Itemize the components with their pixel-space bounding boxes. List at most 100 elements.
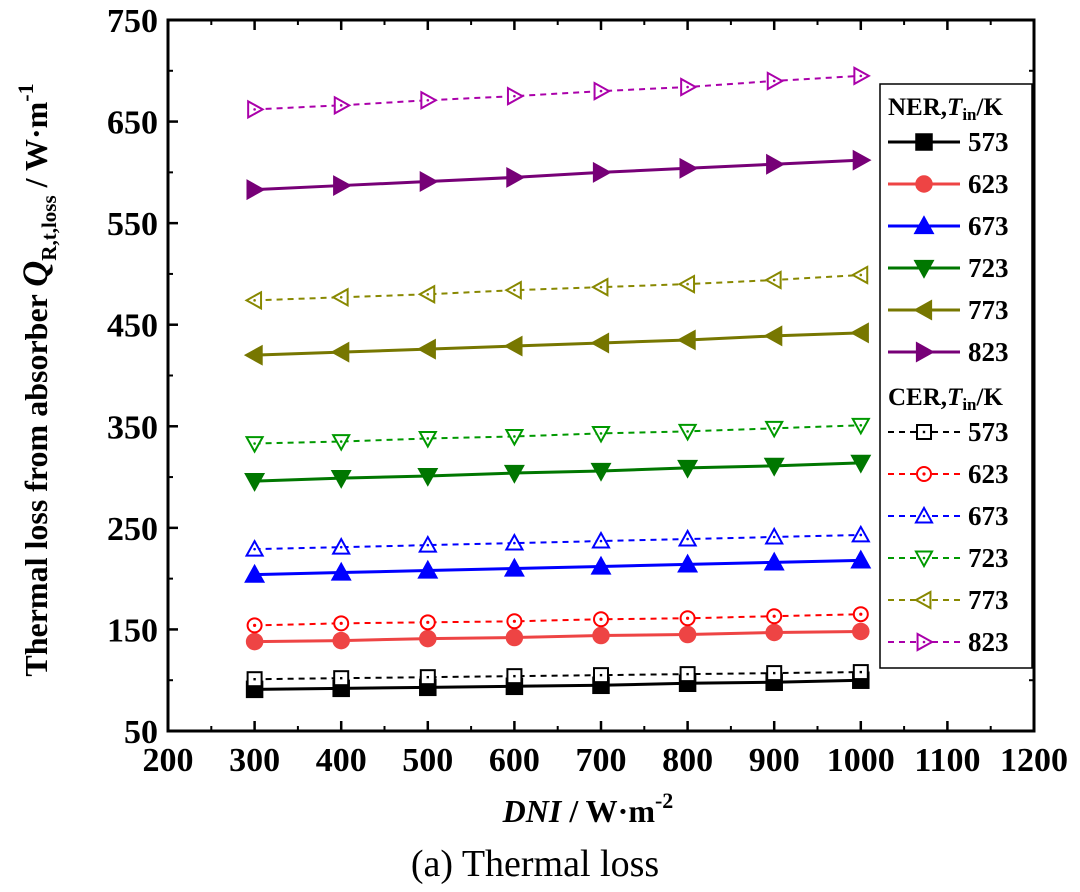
x-tick-label: 200 — [143, 742, 194, 779]
y-tick-label: 50 — [124, 714, 158, 751]
data-point — [763, 457, 785, 477]
data-point — [330, 469, 352, 489]
legend-group-var: T — [947, 94, 964, 121]
data-point-center — [339, 104, 343, 107]
data-point-center — [253, 677, 256, 681]
series-cer-623 — [246, 606, 869, 634]
data-point — [332, 631, 350, 650]
data-point — [590, 555, 612, 575]
data-point — [419, 629, 437, 648]
x-tick-label: 700 — [576, 742, 627, 779]
legend-item: 623 — [888, 169, 1009, 199]
y-tick-label: 350 — [107, 409, 158, 446]
data-point — [765, 623, 783, 642]
data-point — [678, 625, 697, 644]
data-point-center — [340, 676, 343, 680]
data-point-center — [772, 79, 776, 83]
data-point — [913, 299, 933, 321]
data-point-center — [686, 282, 689, 286]
data-point-center — [339, 295, 343, 299]
legend-group-title: CER,Tin/K — [888, 384, 1003, 414]
data-point-center — [686, 537, 689, 541]
x-axis-title-unit: / W·m — [561, 793, 655, 829]
data-point-center — [922, 598, 926, 602]
series-cer-573 — [246, 664, 869, 688]
data-point — [244, 563, 266, 583]
series-line — [254, 678, 861, 691]
data-point-center — [339, 621, 343, 625]
data-point-center — [772, 278, 776, 282]
series-line — [254, 331, 861, 357]
x-tick-label: 800 — [662, 742, 713, 779]
data-point — [850, 549, 872, 569]
data-point — [590, 462, 612, 482]
data-point-center — [426, 292, 430, 296]
data-point — [503, 335, 523, 357]
series-line — [254, 558, 861, 577]
legend-label: 573 — [968, 127, 1009, 157]
data-point-center — [513, 541, 516, 545]
data-point-center — [859, 533, 863, 537]
y-tick-label: 450 — [107, 308, 158, 345]
data-point-center — [922, 556, 926, 560]
data-point — [243, 344, 263, 366]
legend-label: 673 — [968, 211, 1009, 241]
legend-item: 573 — [888, 417, 1009, 447]
data-point — [852, 149, 872, 171]
legend-item: 573 — [888, 127, 1009, 157]
legend-group-var: T — [947, 384, 964, 411]
legend-label: 773 — [968, 295, 1009, 325]
data-point-center — [859, 273, 863, 277]
data-point-center — [686, 672, 689, 676]
data-point-center — [339, 545, 343, 549]
data-point-center — [513, 435, 516, 438]
data-point-center — [339, 440, 343, 443]
y-tick-label: 550 — [107, 206, 158, 243]
data-point — [852, 622, 870, 641]
data-point-center — [686, 616, 690, 620]
legend-item: 773 — [888, 295, 1009, 325]
data-point — [330, 561, 352, 581]
data-point-center — [599, 673, 603, 677]
data-point — [850, 454, 872, 474]
legend-label: 723 — [968, 543, 1009, 573]
x-axis-title-var: DNI — [502, 793, 563, 829]
series-line — [254, 613, 861, 627]
legend-item: 673 — [888, 501, 1009, 531]
data-point-center — [599, 89, 603, 93]
series-layer — [243, 66, 872, 699]
data-point-center — [599, 432, 603, 435]
data-point-center — [253, 547, 256, 551]
data-point — [506, 166, 526, 188]
series-ner-823 — [246, 149, 872, 201]
series-cer-773 — [244, 265, 869, 311]
x-tick-label: 1000 — [827, 742, 895, 779]
y-axis-title-sub: R,t,loss — [37, 195, 61, 260]
series-ner-623 — [245, 622, 870, 651]
y-axis-title-unit: / W·m — [18, 101, 54, 195]
data-point-center — [513, 288, 516, 292]
legend-group-name: NER, — [888, 94, 947, 121]
data-point-center — [922, 430, 926, 434]
data-point — [246, 179, 266, 201]
data-point — [676, 329, 696, 351]
data-point — [330, 341, 350, 363]
series-ner-673 — [244, 549, 872, 583]
series-line — [254, 158, 861, 192]
data-point — [915, 175, 933, 193]
x-tick-label: 900 — [749, 742, 800, 779]
legend-item: 623 — [888, 459, 1009, 489]
data-point-center — [922, 514, 926, 518]
data-point-center — [253, 623, 257, 627]
data-point — [503, 464, 525, 484]
data-point-center — [512, 619, 517, 623]
data-point-center — [426, 437, 430, 440]
data-point — [763, 325, 783, 347]
data-point — [766, 153, 785, 175]
data-point — [417, 338, 436, 360]
data-point — [505, 628, 524, 647]
series-ner-723 — [244, 454, 872, 492]
series-ner-773 — [243, 322, 869, 366]
data-point-center — [859, 423, 863, 427]
